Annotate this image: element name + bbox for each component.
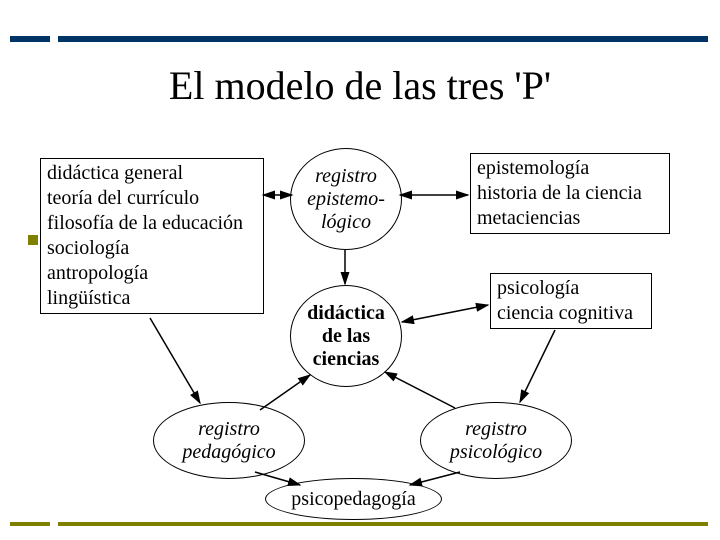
right-mid-box: psicología ciencia cognitiva (490, 273, 652, 329)
header-bar-short (10, 36, 50, 42)
right-top-line: metaciencias (477, 206, 663, 231)
right-mid-line: psicología (497, 276, 645, 301)
right-top-line: epistemología (477, 156, 663, 181)
page-title: El modelo de las tres 'P' (0, 62, 720, 109)
left-box-line: lingüística (47, 286, 257, 311)
circle-line: psicológico (450, 441, 542, 464)
footer-bar-short (10, 522, 50, 526)
circle-line: registro (198, 418, 260, 441)
bottom-right-circle-psicologico: registro psicológico (420, 402, 572, 479)
right-top-box: epistemología historia de la ciencia met… (470, 153, 670, 234)
left-disciplines-box: didáctica general teoría del currículo f… (40, 158, 264, 314)
circle-line: registro (315, 165, 377, 188)
right-top-line: historia de la ciencia (477, 181, 663, 206)
left-box-line: antropología (47, 261, 257, 286)
bullet-icon (28, 235, 38, 245)
circle-line: registro (465, 418, 527, 441)
left-box-line: sociología (47, 236, 257, 261)
bottom-left-circle-pedagogico: registro pedagógico (153, 402, 305, 479)
circle-line: ciencias (313, 348, 380, 371)
right-mid-line: ciencia cognitiva (497, 301, 645, 326)
footer-bar-long (58, 522, 708, 526)
left-box-line: didáctica general (47, 161, 257, 186)
center-circle-didactica: didáctica de las ciencias (290, 285, 402, 387)
circle-line: pedagógico (182, 441, 275, 464)
top-circle-epistemologico: registro epistemo- lógico (290, 148, 402, 250)
left-box-line: teoría del currículo (47, 186, 257, 211)
circle-line: de las (322, 325, 370, 348)
left-box-line: filosofía de la educación (47, 211, 257, 236)
circle-line: psicopedagogía (291, 488, 415, 511)
header-bar-long (58, 36, 708, 42)
bottom-center-circle-psicopedagogia: psicopedagogía (265, 478, 442, 520)
circle-line: lógico (321, 211, 371, 234)
circle-line: didáctica (307, 302, 385, 325)
circle-line: epistemo- (307, 188, 385, 211)
